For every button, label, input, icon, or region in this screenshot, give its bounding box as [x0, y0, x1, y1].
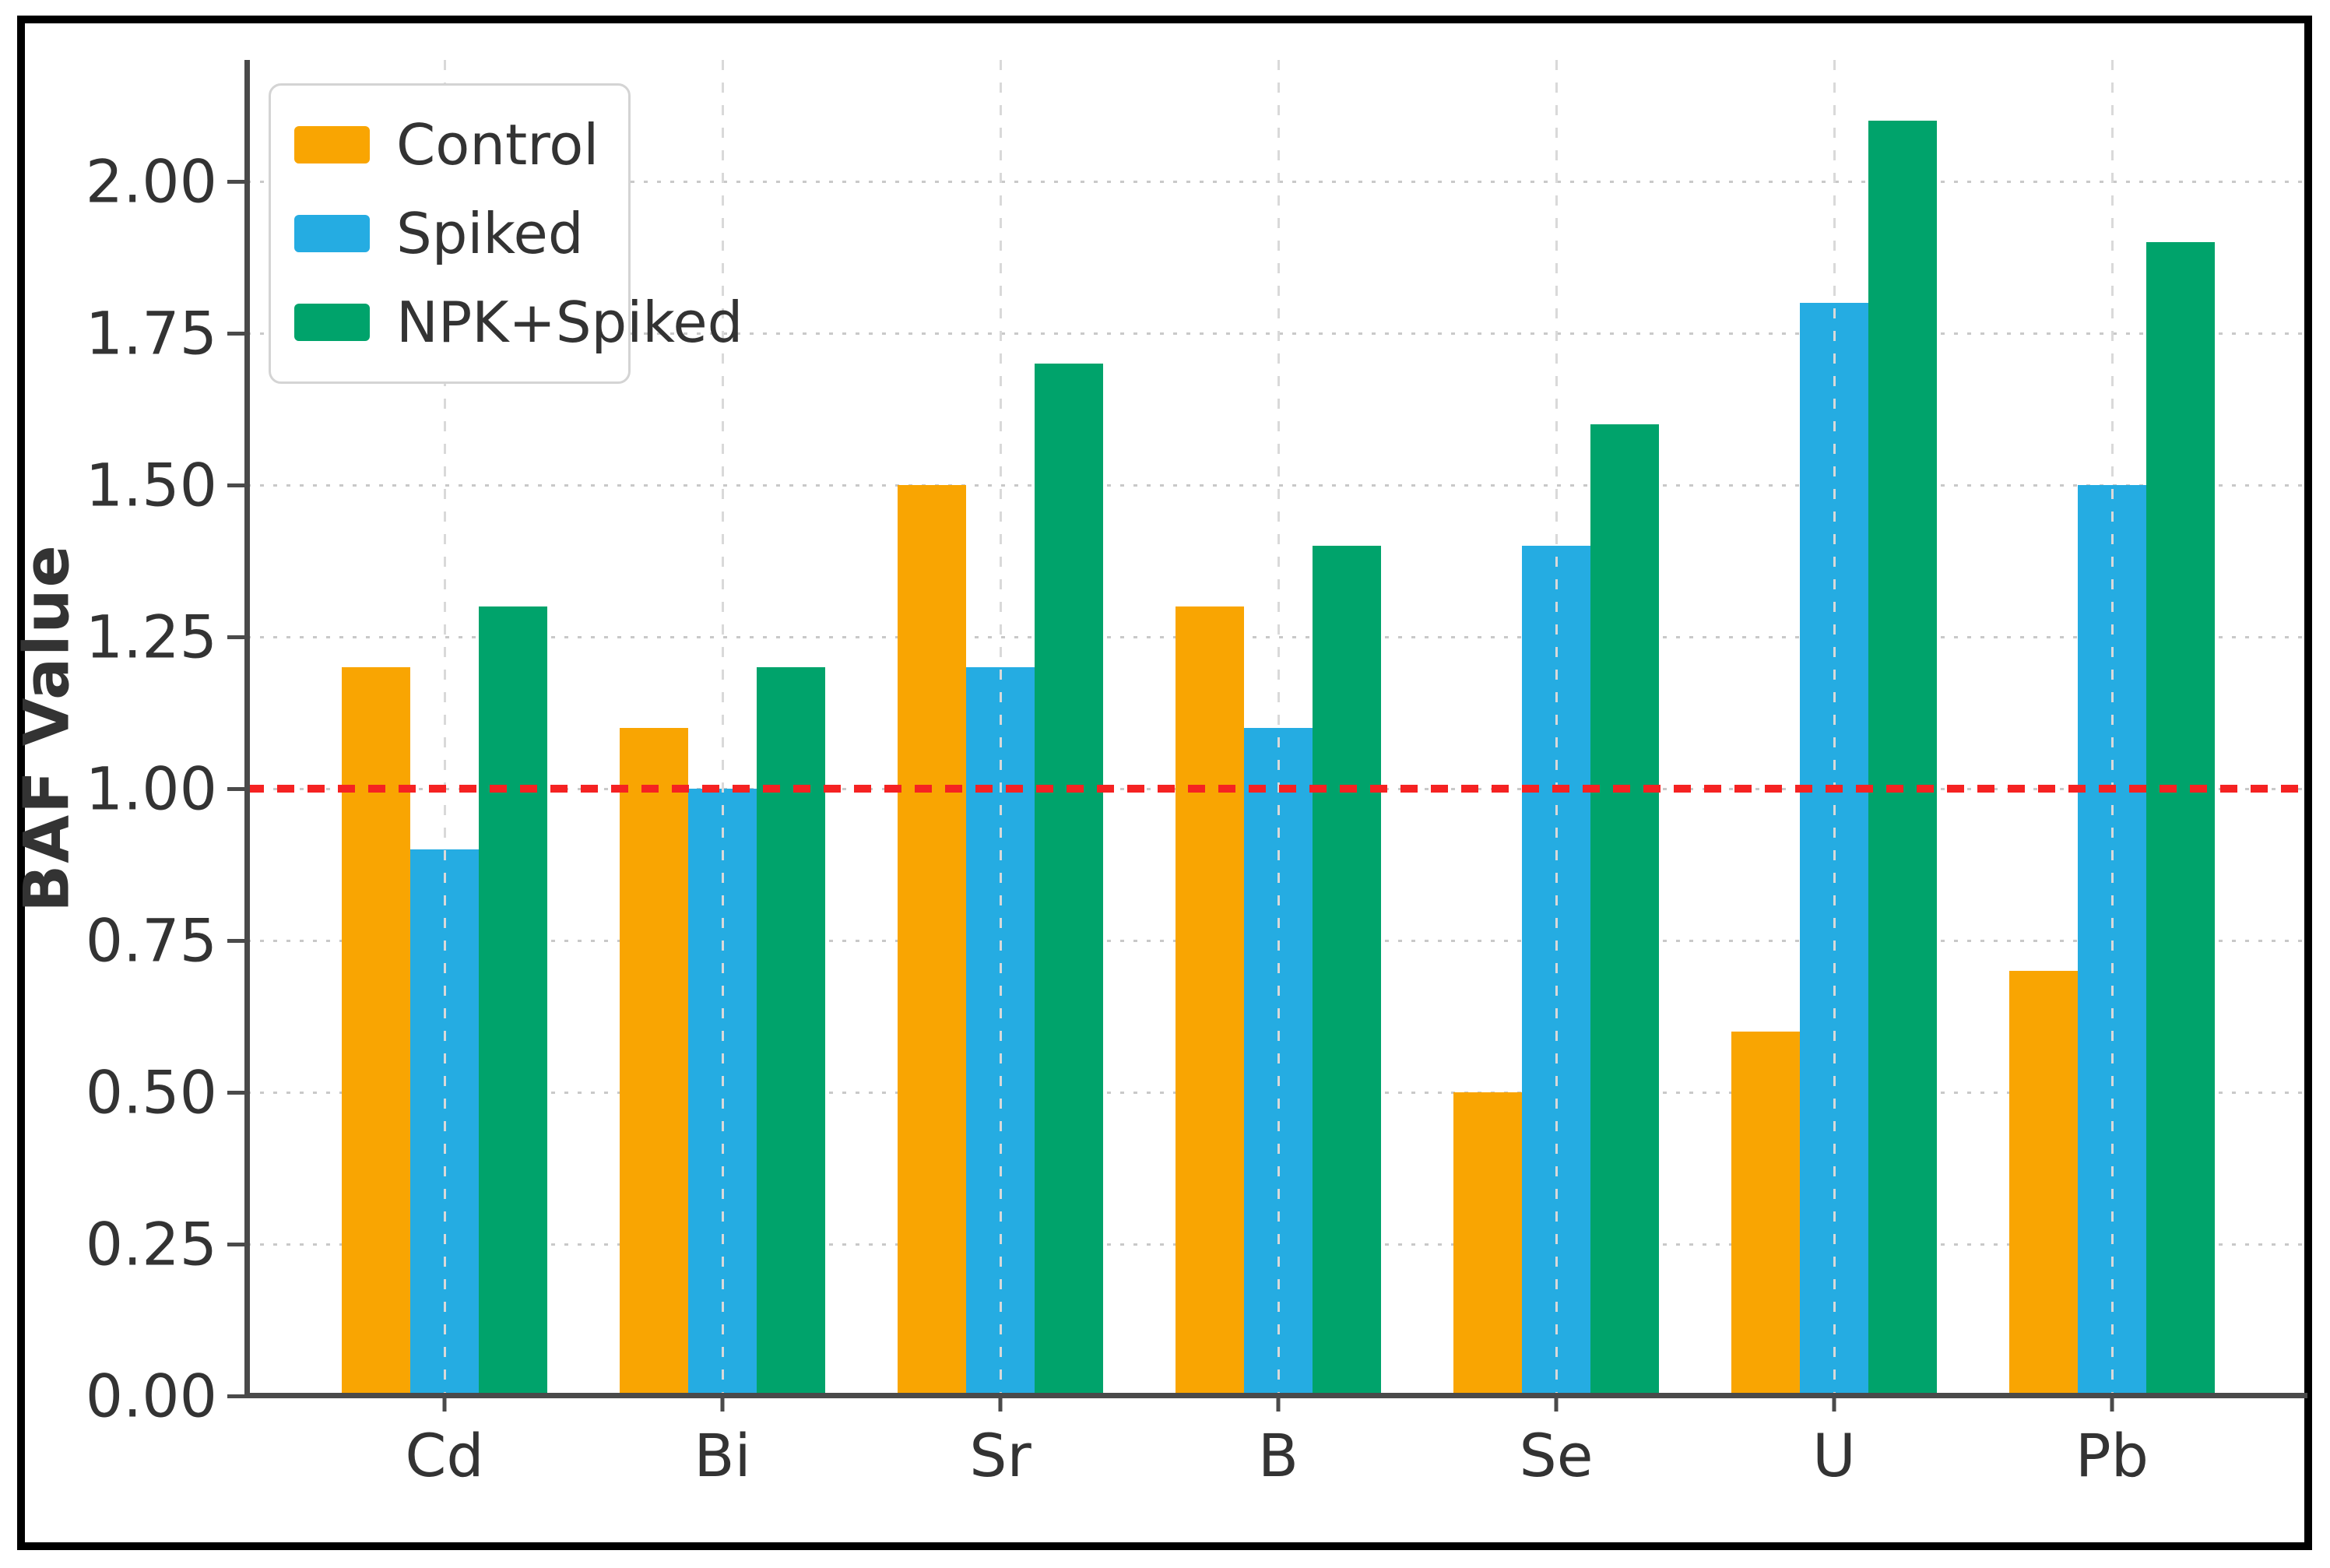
bar-Sr-Control — [897, 485, 966, 1396]
y-tick-label-0.50: 0.50 — [85, 1057, 217, 1127]
y-tick-0.50 — [227, 1091, 244, 1095]
y-tick-label-1.50: 1.50 — [85, 450, 217, 520]
bar-Cd-NPK+Spiked — [478, 606, 547, 1396]
bar-Se-NPK+Spiked — [1590, 424, 1659, 1396]
bar-B-Control — [1175, 606, 1244, 1396]
hgridline-1.5 — [247, 484, 2305, 487]
y-tick-0.75 — [227, 939, 244, 943]
x-tick-Cd — [442, 1396, 447, 1412]
hgridline-1.75 — [247, 332, 2305, 335]
bar-Sr-NPK+Spiked — [1034, 364, 1103, 1396]
bar-Pb-Control — [2008, 971, 2078, 1396]
x-axis-spine — [244, 1393, 2307, 1398]
x-tick-label-Pb: Pb — [2075, 1421, 2149, 1490]
bar-U-NPK+Spiked — [1868, 121, 1937, 1396]
legend-swatch-control — [294, 126, 370, 163]
reference-line — [247, 785, 2305, 793]
x-tick-label-U: U — [1812, 1421, 1856, 1490]
x-tick-Se — [1554, 1396, 1559, 1412]
figure-border: BAF Value 0.00 0.25 0.50 0.75 1.00 1.25 1.50 1.… — [11, 16, 2312, 1550]
y-tick-1.50 — [227, 483, 244, 487]
legend-label-npk-spiked: NPK+Spiked — [396, 290, 743, 355]
hgridline-2 — [247, 181, 2305, 183]
bar-Bi-NPK+Spiked — [756, 667, 825, 1396]
y-tick-label-2.00: 2.00 — [85, 146, 217, 216]
x-tick-label-Cd: Cd — [405, 1421, 484, 1490]
bar-Se-Control — [1453, 1092, 1522, 1396]
y-tick-label-1.75: 1.75 — [85, 298, 217, 368]
y-tick-0.00 — [227, 1394, 244, 1398]
legend-entry-spiked: Spiked — [294, 201, 605, 266]
x-tick-label-Sr: Sr — [969, 1421, 1031, 1490]
x-tick-label-Bi: Bi — [694, 1421, 751, 1490]
vgridline-Sr — [999, 60, 1002, 1396]
x-tick-label-Se: Se — [1519, 1421, 1594, 1490]
x-tick-Sr — [998, 1396, 1003, 1412]
y-axis-spine — [244, 60, 250, 1398]
legend-label-control: Control — [396, 112, 599, 178]
y-tick-2.00 — [227, 180, 244, 184]
legend-label-spiked: Spiked — [396, 201, 584, 266]
legend-entry-control: Control — [294, 112, 605, 178]
bar-U-Control — [1731, 1032, 1800, 1396]
y-tick-1.25 — [227, 635, 244, 639]
vgridline-Cd — [443, 60, 446, 1396]
x-tick-B — [1276, 1396, 1281, 1412]
vgridline-Bi — [721, 60, 724, 1396]
y-axis-label: BAF Value — [10, 543, 83, 912]
y-tick-1.75 — [227, 332, 244, 336]
bar-Pb-NPK+Spiked — [2145, 242, 2215, 1396]
y-tick-label-1.00: 1.00 — [85, 754, 217, 824]
legend-swatch-spiked — [294, 215, 370, 252]
plot-area: 0.00 0.25 0.50 0.75 1.00 1.25 1.50 1.75 2.00 Cd B… — [86, 60, 2307, 1490]
vgridline-U — [1833, 60, 1836, 1396]
legend-entry-npk-spiked: NPK+Spiked — [294, 290, 743, 355]
bar-B-NPK+Spiked — [1312, 546, 1381, 1396]
bar-Bi-Control — [619, 728, 688, 1396]
x-tick-Pb — [2110, 1396, 2114, 1412]
y-tick-label-0.00: 0.00 — [85, 1361, 217, 1431]
y-tick-label-1.25: 1.25 — [85, 602, 217, 672]
vgridline-Pb — [2110, 60, 2114, 1396]
legend: Control Spiked NPK+Spiked — [269, 83, 743, 384]
y-tick-0.25 — [227, 1243, 244, 1246]
x-tick-U — [1832, 1396, 1836, 1412]
y-tick-1.00 — [227, 787, 244, 791]
x-tick-label-B: B — [1257, 1421, 1299, 1490]
legend-swatch-npk-spiked — [294, 304, 370, 341]
vgridline-B — [1277, 60, 1280, 1396]
y-tick-label-0.75: 0.75 — [85, 905, 217, 976]
vgridline-Se — [1555, 60, 1558, 1396]
bar-Cd-Control — [341, 667, 410, 1396]
hgridline-1.25 — [247, 636, 2305, 638]
y-tick-label-0.25: 0.25 — [85, 1209, 217, 1279]
x-tick-Bi — [720, 1396, 725, 1412]
